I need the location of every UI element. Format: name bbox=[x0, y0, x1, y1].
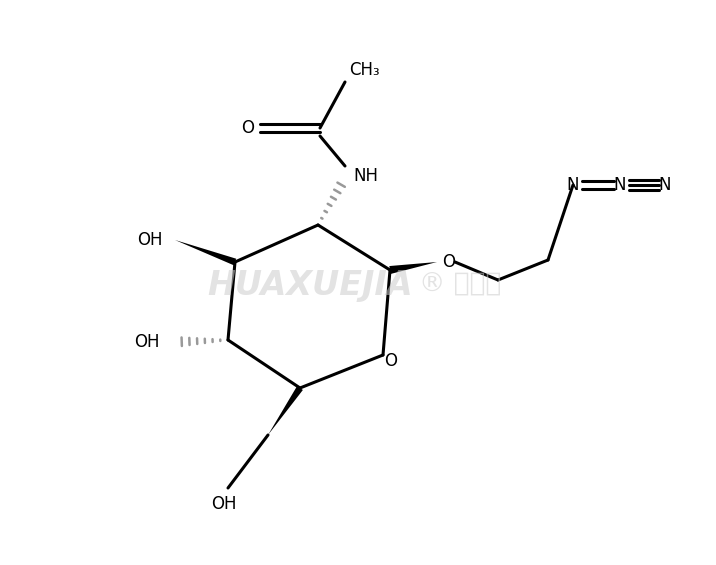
Text: O: O bbox=[384, 352, 397, 370]
Text: ® 化学加: ® 化学加 bbox=[419, 272, 501, 298]
Text: CH₃: CH₃ bbox=[349, 61, 379, 79]
Text: N: N bbox=[567, 176, 579, 194]
Text: N: N bbox=[659, 176, 672, 194]
Text: OH: OH bbox=[135, 333, 160, 351]
Text: N: N bbox=[614, 176, 626, 194]
Text: OH: OH bbox=[137, 231, 163, 249]
Text: HUAXUEJIA: HUAXUEJIA bbox=[207, 268, 413, 302]
Polygon shape bbox=[390, 262, 437, 274]
Text: NH: NH bbox=[353, 167, 378, 185]
Text: OH: OH bbox=[211, 495, 237, 513]
Polygon shape bbox=[175, 240, 236, 266]
Text: O: O bbox=[241, 119, 254, 137]
Text: O: O bbox=[442, 253, 455, 271]
Polygon shape bbox=[268, 386, 303, 435]
